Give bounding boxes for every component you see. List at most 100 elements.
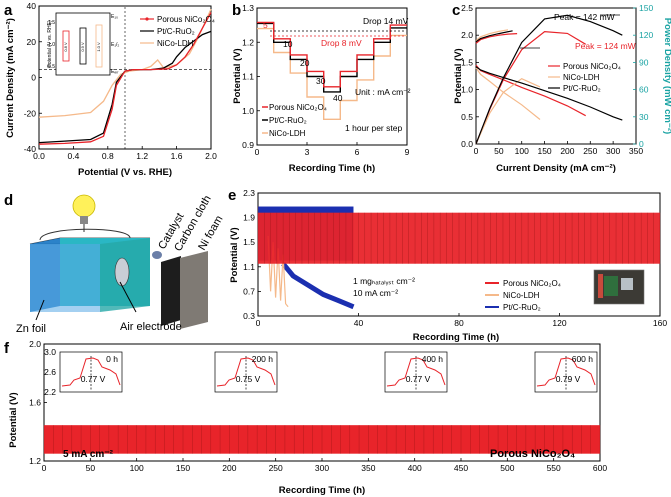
panel-c-ytick-label: 1.5 bbox=[461, 57, 473, 67]
panel-f-xtick-label: 100 bbox=[130, 463, 144, 473]
inset-gap-label: 0.79 V bbox=[556, 374, 581, 384]
panel-a-ylabel: Current Density (mA cm⁻²) bbox=[5, 18, 16, 138]
light-bulb-icon bbox=[72, 194, 96, 232]
panel-c-legend: Porous NiCo₂O₄ NiCo-LDH Pt/C-RuO₂ bbox=[548, 62, 621, 93]
panel-e-xtick-label: 40 bbox=[354, 318, 364, 328]
annotation-loading: 1 mgₕₐₜₐₗᵧₛₜ cm⁻² bbox=[353, 276, 415, 286]
panel-b-ytick-label: 1.2 bbox=[242, 37, 254, 47]
panel-a-legend-2: Pt/C-RuO₂ bbox=[157, 27, 195, 36]
annotation-current-f: 5 mA cm⁻² bbox=[63, 449, 114, 460]
panel-c-xtick-label: 250 bbox=[583, 146, 597, 156]
panel-b-xtick-label: 0 bbox=[255, 147, 260, 157]
inset-panel-1: 0 h0.77 V bbox=[59, 351, 123, 393]
inset-ytick-label: 3.0 bbox=[44, 347, 56, 357]
inset-gap-label: 0.77 V bbox=[406, 374, 431, 384]
panel-f-xtick-label: 400 bbox=[408, 463, 422, 473]
panel-b-xlabel: Recording Time (h) bbox=[289, 163, 375, 174]
inset-bar-label-1: 0.8 V bbox=[63, 42, 68, 52]
label-air-electrode: Air electrode bbox=[120, 321, 182, 333]
inset-right-2: E₁/₂ bbox=[111, 42, 119, 48]
panel-f-ytick-label: 2.0 bbox=[29, 339, 41, 349]
panel-f-ytick-label: 1.2 bbox=[29, 456, 41, 466]
panel-e-xlabel: Recording Time (h) bbox=[413, 332, 499, 343]
panel-f-xtick-label: 200 bbox=[222, 463, 236, 473]
panel-a-legend-3: NiCo-LDH bbox=[157, 39, 194, 48]
polarization-curve-5 bbox=[475, 66, 623, 121]
inset-gap-label: 0.77 V bbox=[81, 374, 106, 384]
panel-c-rtick-label: 60 bbox=[639, 85, 649, 95]
polarization-curve-9 bbox=[475, 30, 513, 43]
panel-e-xtick-label: 120 bbox=[552, 318, 566, 328]
inset-time-label: 600 h bbox=[572, 354, 594, 364]
panel-c-rtick-label: 30 bbox=[639, 112, 649, 122]
panel-a-legend: Porous NiCo₂O₄ Pt/C-RuO₂ NiCo-LDH bbox=[140, 15, 215, 48]
inset-ytick-1: 0.5 bbox=[48, 64, 55, 70]
inset-gap-label: 0.75 V bbox=[236, 374, 261, 384]
step-series-1 bbox=[257, 21, 407, 88]
annotation-drop-14: Drop 14 mV bbox=[363, 16, 409, 26]
inset-profile bbox=[536, 357, 596, 387]
panel-c-ytick-label: 0.0 bbox=[461, 139, 473, 149]
panel-a-ytick-label: 0 bbox=[31, 73, 36, 83]
panel-d-diagram: Catalyst Carbon cloth Ni foam Zn foil Ai… bbox=[16, 193, 226, 335]
panel-label-f: f bbox=[4, 340, 10, 357]
ni-foam bbox=[180, 251, 208, 329]
panel-c-ylabel-right: Power Density (mW cm⁻²) bbox=[662, 18, 671, 134]
panel-label-a: a bbox=[4, 2, 13, 19]
inset-time-label: 400 h bbox=[422, 354, 444, 364]
annotation-material-f: Porous NiCo₂O₄ bbox=[490, 448, 575, 460]
inset-panel-2: 200 h 0.75 V bbox=[214, 351, 278, 393]
panel-b-xtick-label: 9 bbox=[405, 147, 410, 157]
panel-a-xtick-label: 2.0 bbox=[205, 151, 217, 161]
inset-panel-4: 600 h 0.79 V bbox=[534, 351, 598, 393]
panel-a-xtick-label: 0.8 bbox=[102, 151, 114, 161]
panel-a-ytick-label: -20 bbox=[24, 108, 37, 118]
panel-c-legend-1: Porous NiCo₂O₄ bbox=[563, 62, 621, 71]
panel-e-ytick-label: 1.1 bbox=[243, 262, 255, 272]
panel-a-legend-1: Porous NiCo₂O₄ bbox=[157, 15, 215, 24]
panel-e-ytick-label: 0.3 bbox=[243, 311, 255, 321]
panel-b-ytick-label: 1.1 bbox=[242, 72, 254, 82]
panel-label-d: d bbox=[4, 192, 13, 209]
panel-c-xtick-label: 300 bbox=[606, 146, 620, 156]
polarization-curve-8 bbox=[475, 29, 509, 42]
step-label-30: 30 bbox=[316, 76, 326, 86]
panel-e-xtick-label: 0 bbox=[256, 318, 261, 328]
polarization-curve-1 bbox=[475, 64, 586, 117]
inset-profile bbox=[386, 357, 446, 387]
panel-a-ytick-label: 20 bbox=[27, 37, 37, 47]
panel-e-legend-2: NiCo-LDH bbox=[503, 291, 540, 300]
inset-profile bbox=[216, 357, 276, 387]
panel-b-chart: Recording Time (h) Potential (V) 0 3 6 9 0.9… bbox=[232, 3, 411, 174]
panel-label-e: e bbox=[228, 187, 236, 204]
inset-ylabel: Potential (V vs. RHE) bbox=[47, 20, 53, 68]
annotation-hour-per-step: 1 hour per step bbox=[345, 123, 402, 133]
panel-f-xtick-label: 0 bbox=[42, 463, 47, 473]
panel-a-xtick-label: 1.2 bbox=[136, 151, 148, 161]
panel-c-rtick-label: 0 bbox=[639, 139, 644, 149]
annotation-peak-124: Peak = 124 mW bbox=[575, 41, 636, 51]
polarization-curve-3 bbox=[475, 67, 541, 120]
panel-c-xtick-label: 350 bbox=[629, 146, 643, 156]
panel-f-ylabel: Potential (V) bbox=[8, 392, 19, 447]
annotation-drop-8: Drop 8 mV bbox=[321, 38, 362, 48]
inset-time-label: 200 h bbox=[252, 354, 274, 364]
panel-b-ytick-label: 0.9 bbox=[242, 140, 254, 150]
step-label-40: 40 bbox=[333, 93, 343, 103]
panel-a-xtick-label: 0.4 bbox=[67, 151, 79, 161]
panel-c-frame bbox=[475, 7, 637, 145]
wire bbox=[39, 228, 131, 241]
panel-c-rtick-label: 120 bbox=[639, 30, 653, 40]
panel-a-xtick-label: 1.6 bbox=[171, 151, 183, 161]
panel-f-xtick-label: 250 bbox=[269, 463, 283, 473]
panel-e-ytick-label: 1.5 bbox=[243, 237, 255, 247]
step-label-5: 5 bbox=[263, 20, 268, 30]
panel-b-legend: Porous NiCo₂O₄ Pt/C-RuO₂ NiCo-LDH bbox=[262, 103, 327, 138]
panel-b-xtick-label: 3 bbox=[305, 147, 310, 157]
annotation-current-e: 10 mA cm⁻² bbox=[353, 288, 398, 298]
inset-right-3: Eₑᵣᵣ bbox=[111, 69, 119, 75]
panel-c-xtick-label: 50 bbox=[494, 146, 504, 156]
inset-time-label: 0 h bbox=[106, 354, 118, 364]
polarization-curve-6 bbox=[475, 14, 623, 145]
